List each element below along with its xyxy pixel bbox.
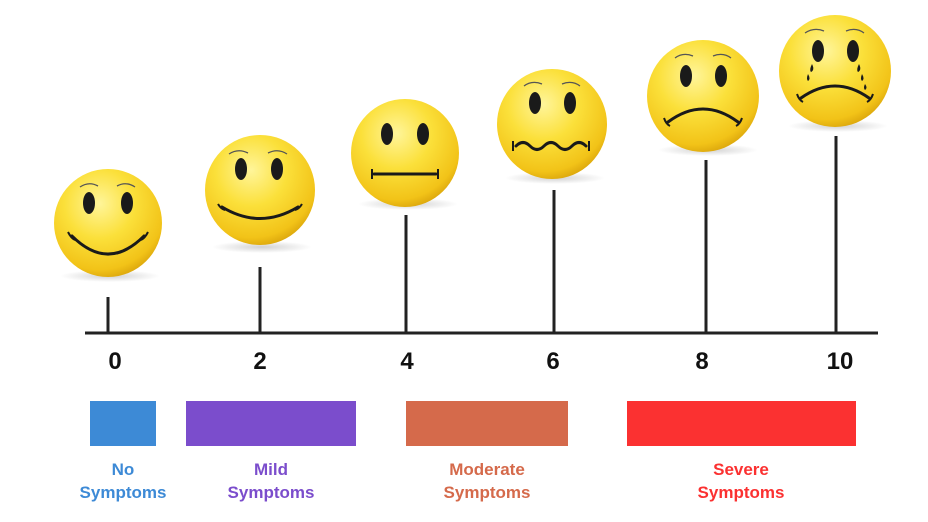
tick-label: 8 [695, 348, 708, 375]
face-crying-icon [779, 15, 891, 132]
face-frown-icon [647, 40, 759, 156]
label-severe-symptoms: Severe Symptoms [681, 458, 801, 504]
band-no-symptoms [90, 401, 156, 446]
face-neutral-icon [351, 99, 459, 210]
band-moderate-symptoms [406, 401, 568, 446]
label-line: Moderate [449, 460, 525, 479]
tick-label: 4 [400, 348, 414, 375]
face-stems [106, 136, 838, 333]
label-line: No [111, 460, 135, 479]
label-no-symptoms: No Symptoms [63, 458, 183, 504]
face-worried-icon [497, 69, 607, 184]
label-line: Symptoms [227, 483, 315, 502]
tick-labels: 0 2 4 6 8 10 [108, 348, 853, 375]
label-line: Severe [713, 460, 769, 479]
label-mild-symptoms: Mild Symptoms [211, 458, 331, 504]
face-smile-icon [205, 135, 315, 253]
tick-label: 2 [253, 348, 266, 375]
label-line: Symptoms [79, 483, 167, 502]
tick-label: 6 [546, 348, 559, 375]
label-line: Symptoms [443, 483, 531, 502]
label-moderate-symptoms: Moderate Symptoms [427, 458, 547, 504]
tick-label: 0 [108, 348, 121, 375]
label-line: Symptoms [697, 483, 785, 502]
label-line: Mild [254, 460, 288, 479]
band-mild-symptoms [186, 401, 356, 446]
face-big-smile-icon [54, 169, 162, 282]
band-severe-symptoms [627, 401, 856, 446]
tick-label: 10 [827, 348, 854, 375]
